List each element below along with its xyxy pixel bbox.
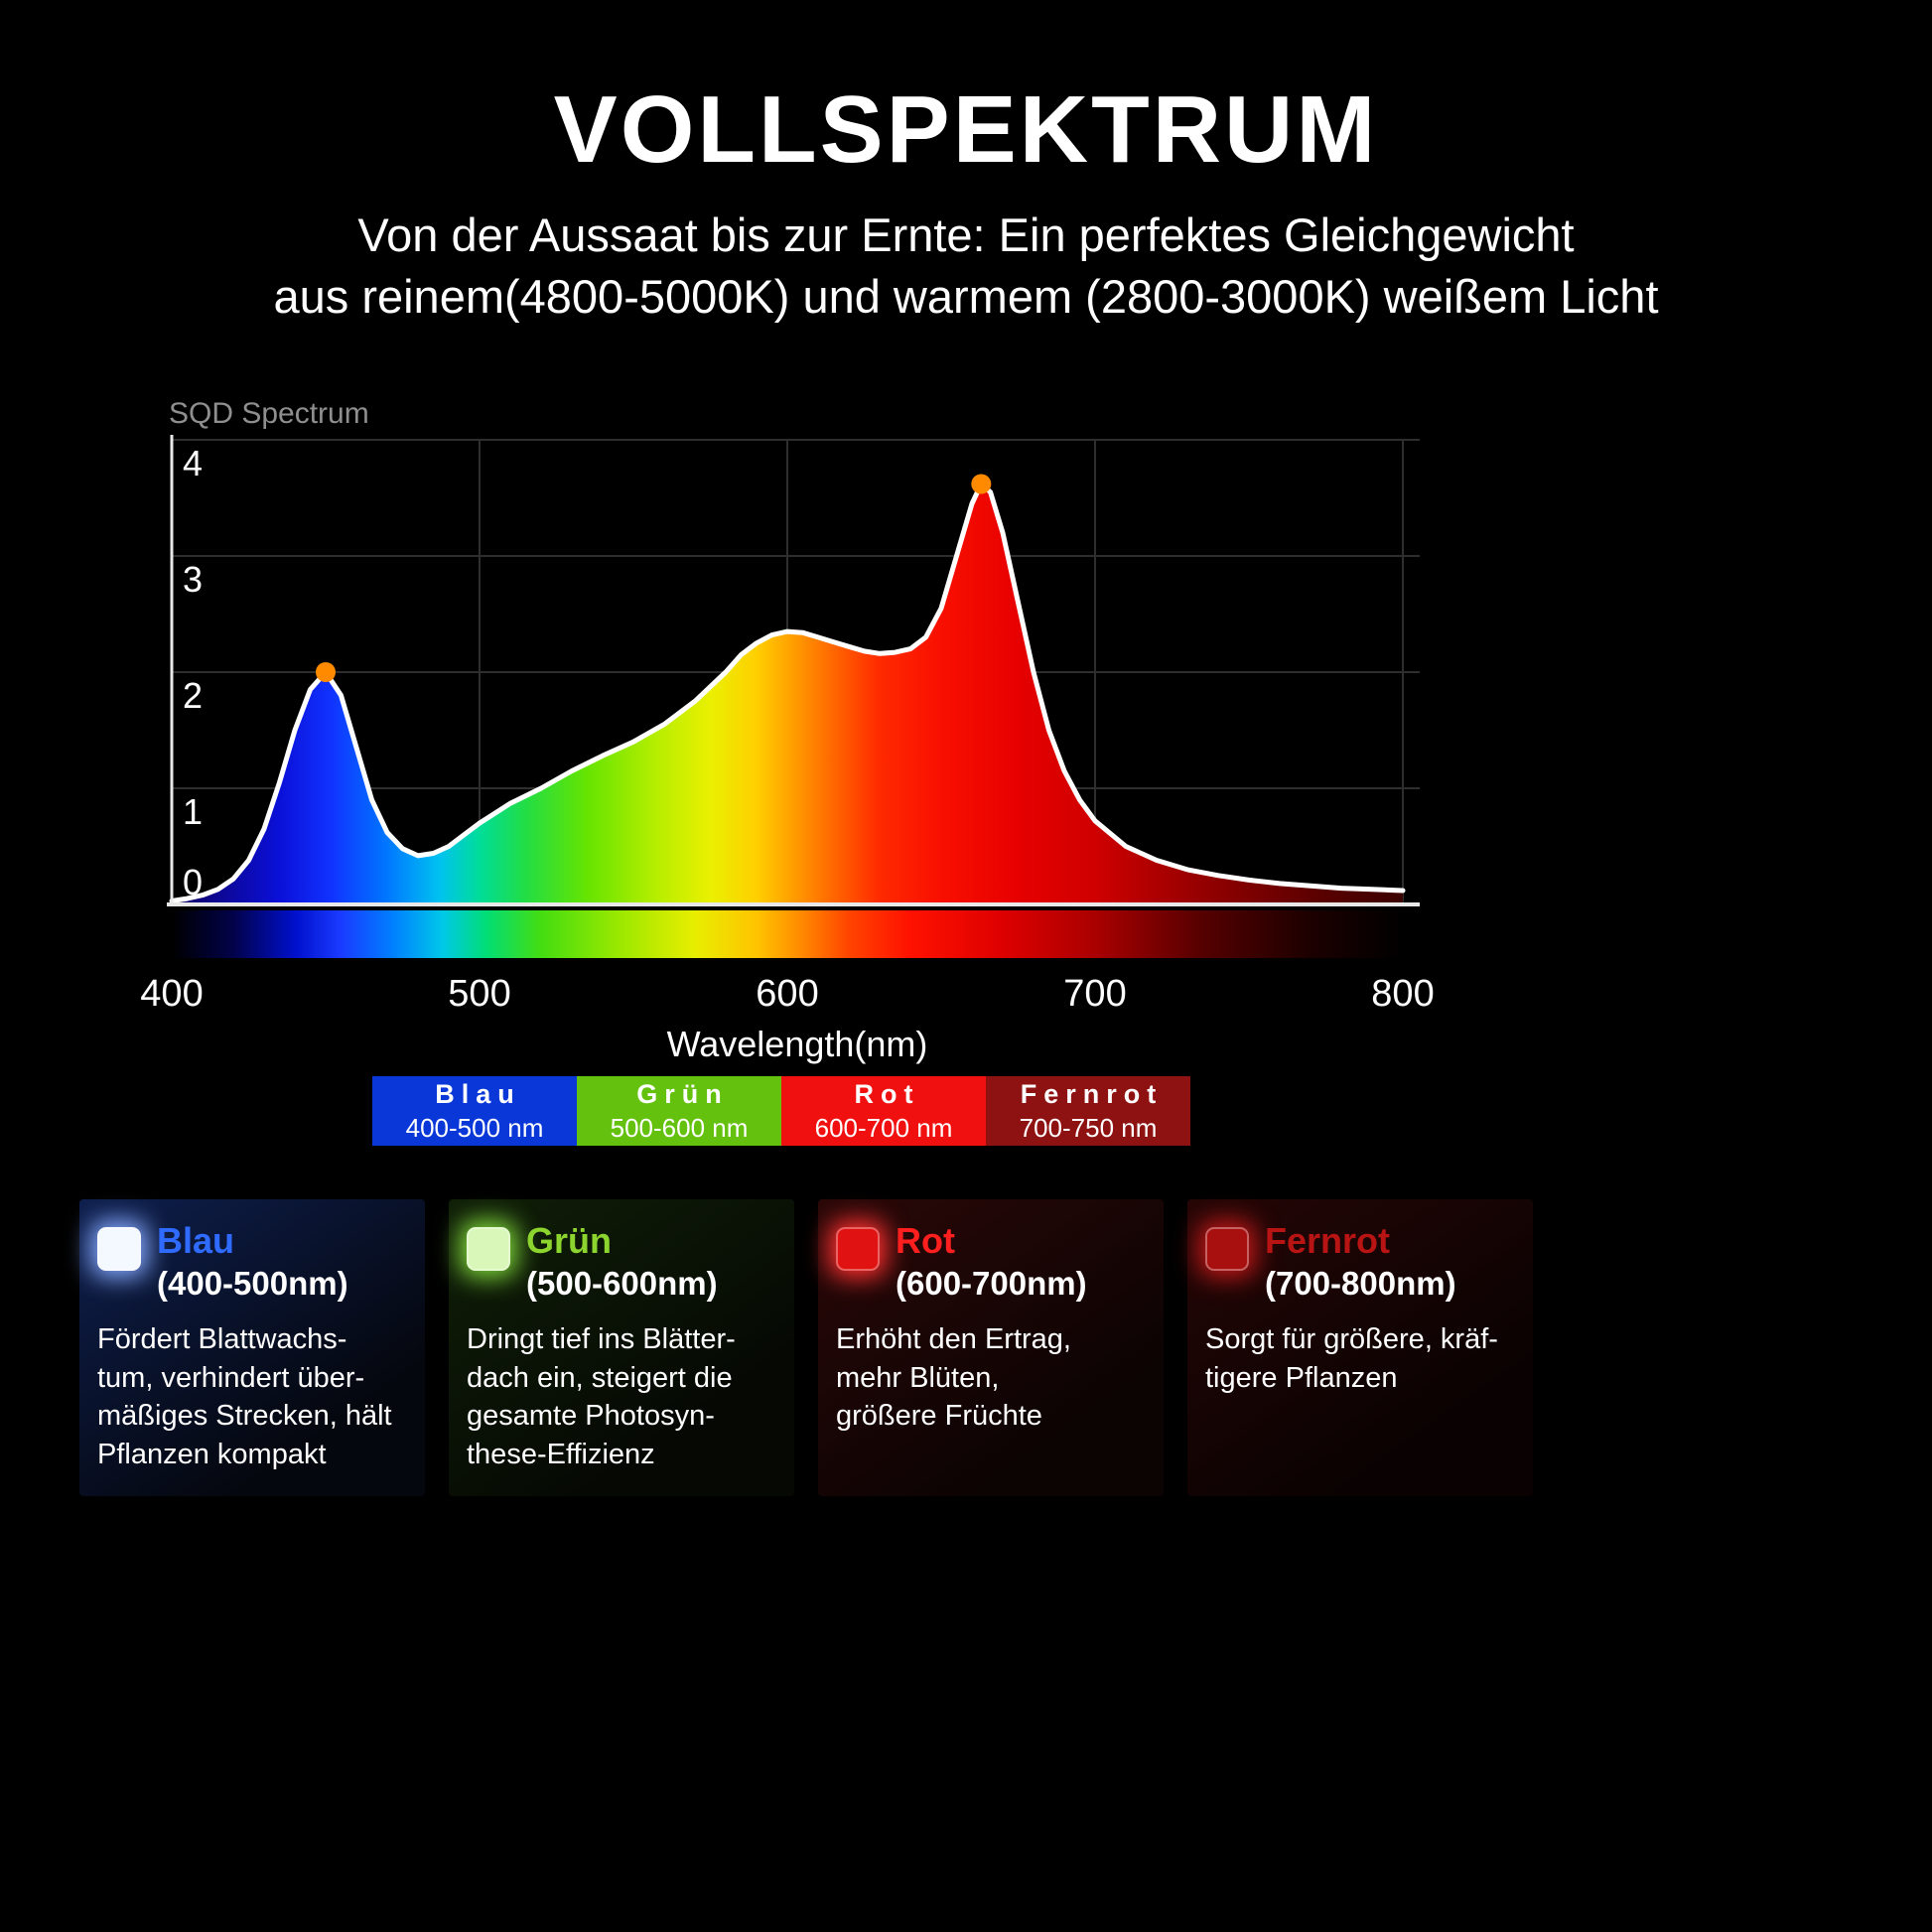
card-header: Grün (500-600nm) — [467, 1221, 776, 1303]
spectrum-fill — [172, 483, 1403, 905]
card-title: Grün — [526, 1220, 612, 1262]
chart-axes — [167, 435, 1420, 907]
x-axis-title: Wavelength(nm) — [667, 1024, 928, 1064]
card-header: Rot (600-700nm) — [836, 1221, 1146, 1303]
card-titles: Fernrot (700-800nm) — [1265, 1221, 1456, 1303]
spectrum-chart: SQD Spectrum 0 1 2 3 4 400 500 600 700 800 Wavele… — [140, 397, 1434, 1064]
spectrum-curve — [169, 482, 1406, 904]
card-header: Fernrot (700-800nm) — [1205, 1221, 1515, 1303]
blue-led-icon — [97, 1227, 141, 1272]
far-red-led-icon — [1205, 1227, 1249, 1272]
axis-tick-labels: 0 1 2 3 4 400 500 600 700 800 — [140, 443, 1434, 1015]
legend-range: 400-500 nm — [405, 1112, 544, 1143]
card-range: (400-500nm) — [157, 1264, 348, 1302]
x-tick-label: 600 — [756, 973, 818, 1015]
card-titles: Grün (500-600nm) — [526, 1221, 718, 1303]
x-tick-label: 400 — [140, 973, 203, 1015]
page-subtitle: Von der Aussaat bis zur Ernte: Ein perfe… — [273, 208, 1659, 324]
card-rot: Rot (600-700nm) Erhöht den Ertrag, mehr … — [818, 1199, 1164, 1497]
legend-label: Blau — [435, 1078, 521, 1109]
card-description: Sorgt für größere, kräf- tigere Pflanzen — [1205, 1322, 1498, 1394]
y-tick-label: 4 — [183, 443, 203, 483]
x-tick-label: 700 — [1063, 973, 1126, 1015]
y-tick-label: 2 — [183, 675, 203, 716]
page-title: VOLLSPEKTRUM — [553, 76, 1379, 183]
rainbow-strip — [172, 910, 1403, 959]
card-description: Dringt tief ins Blätter- dach ein, steig… — [467, 1322, 736, 1471]
card-title: Blau — [157, 1220, 235, 1262]
legend-rot: Rot 600-700 nm — [781, 1076, 986, 1147]
card-titles: Blau (400-500nm) — [157, 1221, 348, 1303]
spectrum-area — [169, 482, 1406, 959]
legend-range: 600-700 nm — [814, 1112, 953, 1143]
legend-blau: Blau 400-500 nm — [372, 1076, 577, 1147]
y-tick-label: 1 — [183, 791, 203, 832]
card-description: Erhöht den Ertrag, mehr Blüten, größere … — [836, 1322, 1071, 1433]
chart-title: SQD Spectrum — [169, 397, 369, 430]
spectrum-info-cards: Blau (400-500nm) Fördert Blattwachs- tum… — [79, 1199, 1932, 1497]
spectrum-chart-section: SQD Spectrum 0 1 2 3 4 400 500 600 700 800 Wavele… — [0, 393, 1932, 1068]
wavelength-legend: Blau 400-500 nm Grün 500-600 nm Rot 600-… — [372, 1076, 1932, 1147]
peak-dot — [971, 474, 992, 494]
card-range: (700-800nm) — [1265, 1264, 1456, 1302]
card-title: Fernrot — [1265, 1220, 1390, 1262]
legend-label: Rot — [854, 1078, 920, 1109]
y-tick-label: 3 — [183, 559, 203, 600]
card-title: Rot — [896, 1220, 955, 1262]
legend-label: Fernrot — [1020, 1078, 1164, 1109]
peak-dot — [316, 662, 336, 683]
card-header: Blau (400-500nm) — [97, 1221, 407, 1303]
card-range: (500-600nm) — [526, 1264, 718, 1302]
legend-range: 700-750 nm — [1019, 1112, 1158, 1143]
legend-range: 500-600 nm — [610, 1112, 749, 1143]
card-range: (600-700nm) — [896, 1264, 1087, 1302]
peak-markers — [316, 474, 992, 683]
y-tick-label: 0 — [183, 862, 203, 902]
legend-label: Grün — [636, 1078, 729, 1109]
legend-fernrot: Fernrot 700-750 nm — [986, 1076, 1190, 1147]
card-description: Fördert Blattwachs- tum, verhindert über… — [97, 1322, 392, 1471]
x-tick-label: 800 — [1371, 973, 1434, 1015]
card-fernrot: Fernrot (700-800nm) Sorgt für größere, k… — [1187, 1199, 1533, 1497]
card-gruen: Grün (500-600nm) Dringt tief ins Blätter… — [449, 1199, 794, 1497]
x-tick-label: 500 — [448, 973, 510, 1015]
card-blau: Blau (400-500nm) Fördert Blattwachs- tum… — [79, 1199, 425, 1497]
green-led-icon — [467, 1227, 510, 1272]
red-led-icon — [836, 1227, 880, 1272]
card-titles: Rot (600-700nm) — [896, 1221, 1087, 1303]
legend-gruen: Grün 500-600 nm — [577, 1076, 781, 1147]
